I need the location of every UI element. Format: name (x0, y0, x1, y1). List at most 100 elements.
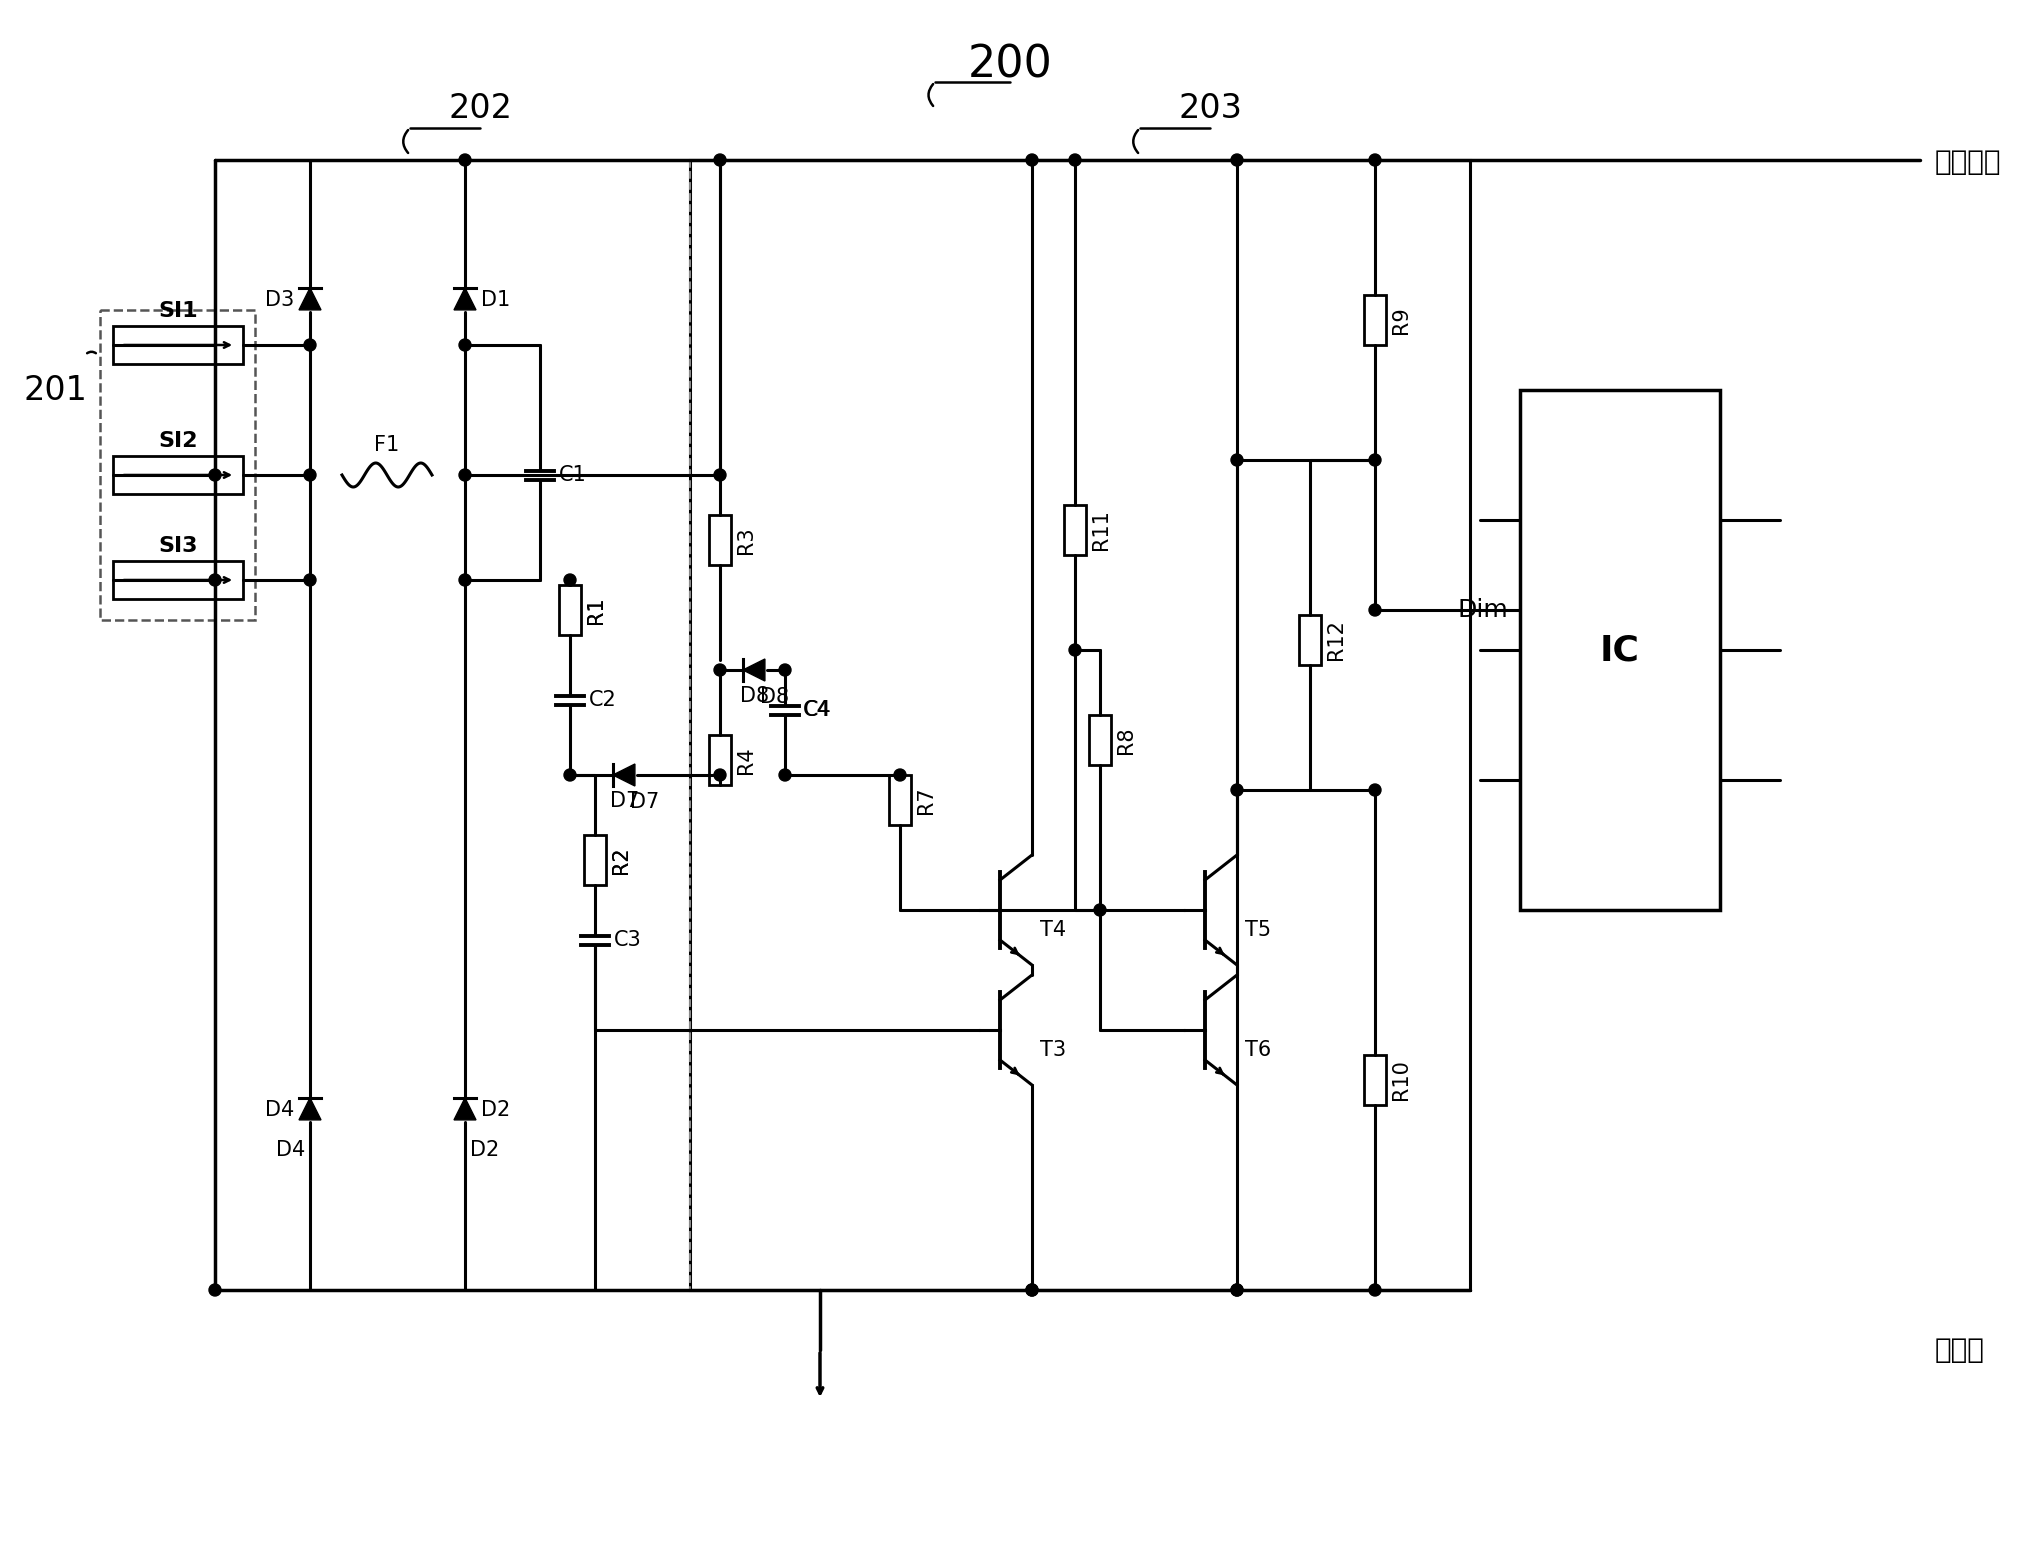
Polygon shape (454, 288, 476, 310)
Circle shape (458, 340, 470, 351)
Bar (114, 326, 243, 365)
Circle shape (1368, 153, 1380, 166)
Text: 电压总线: 电压总线 (1936, 149, 2001, 175)
Circle shape (1368, 604, 1380, 617)
Text: R3: R3 (736, 526, 756, 554)
Text: D4: D4 (266, 1100, 294, 1121)
Bar (215, 160, 1470, 1290)
Circle shape (1230, 784, 1243, 797)
Text: D2: D2 (470, 1139, 499, 1160)
Text: R1: R1 (586, 596, 606, 624)
Circle shape (209, 574, 221, 585)
Text: C1: C1 (559, 465, 586, 485)
Circle shape (1368, 1283, 1380, 1296)
Circle shape (778, 664, 791, 676)
Circle shape (778, 768, 791, 781)
Circle shape (564, 768, 576, 781)
Text: 201: 201 (22, 374, 87, 407)
Circle shape (458, 470, 470, 480)
Text: SI1: SI1 (158, 300, 199, 321)
Circle shape (209, 1283, 221, 1296)
Text: 202: 202 (448, 91, 513, 125)
Bar (890, 775, 910, 825)
Text: C4: C4 (805, 700, 831, 720)
Polygon shape (612, 764, 634, 786)
Circle shape (1368, 454, 1380, 466)
Text: R11: R11 (1091, 510, 1111, 551)
Text: T3: T3 (1040, 1041, 1066, 1060)
Text: IC: IC (1599, 632, 1640, 667)
Circle shape (1068, 645, 1080, 656)
Circle shape (1026, 153, 1038, 166)
Text: R9: R9 (1391, 307, 1411, 333)
Text: D3: D3 (266, 290, 294, 310)
Text: Dim: Dim (1457, 598, 1508, 621)
Circle shape (304, 470, 316, 480)
Polygon shape (300, 288, 320, 310)
Bar (1364, 294, 1386, 344)
Bar (1299, 615, 1322, 665)
Circle shape (714, 768, 726, 781)
Text: T5: T5 (1245, 920, 1271, 941)
Text: R7: R7 (916, 786, 936, 814)
Text: R2: R2 (610, 847, 630, 873)
Bar (689, 160, 1470, 1290)
Bar (1520, 390, 1721, 909)
Circle shape (714, 470, 726, 480)
Circle shape (564, 574, 576, 585)
Text: C4: C4 (803, 700, 831, 720)
Circle shape (1230, 1283, 1243, 1296)
Text: R10: R10 (1391, 1060, 1411, 1100)
Text: D8: D8 (760, 687, 789, 707)
Text: D1: D1 (480, 290, 511, 310)
Circle shape (1095, 905, 1107, 916)
Circle shape (1368, 784, 1380, 797)
Circle shape (894, 768, 906, 781)
Circle shape (1026, 1283, 1038, 1296)
Bar (709, 736, 732, 786)
Bar (1064, 505, 1086, 556)
Circle shape (458, 153, 470, 166)
Circle shape (714, 153, 726, 166)
Polygon shape (454, 1099, 476, 1121)
Text: C2: C2 (590, 690, 616, 711)
Text: 203: 203 (1178, 91, 1243, 125)
Text: D7: D7 (630, 792, 659, 812)
Bar (114, 455, 243, 495)
Circle shape (1026, 1283, 1038, 1296)
Text: D8: D8 (740, 685, 770, 706)
Text: R4: R4 (736, 747, 756, 773)
Text: D7: D7 (610, 790, 641, 811)
Polygon shape (744, 659, 764, 681)
Text: SI3: SI3 (158, 535, 199, 556)
Text: F1: F1 (375, 435, 399, 455)
Text: R1: R1 (586, 596, 606, 624)
Bar (709, 515, 732, 565)
Text: D4: D4 (276, 1139, 304, 1160)
Text: 参考地: 参考地 (1936, 1337, 1984, 1365)
Bar (559, 585, 582, 635)
Bar (1364, 1055, 1386, 1105)
Bar (584, 836, 606, 884)
Circle shape (1230, 153, 1243, 166)
Text: R2: R2 (610, 847, 630, 873)
Bar (114, 560, 243, 599)
Text: C3: C3 (614, 930, 643, 950)
Circle shape (1230, 1283, 1243, 1296)
Polygon shape (300, 1099, 320, 1121)
Circle shape (1230, 454, 1243, 466)
Text: D2: D2 (480, 1100, 511, 1121)
Text: SI2: SI2 (158, 430, 199, 451)
Text: R8: R8 (1117, 726, 1135, 754)
Circle shape (209, 470, 221, 480)
Circle shape (304, 340, 316, 351)
Text: T4: T4 (1040, 920, 1066, 941)
Circle shape (304, 574, 316, 585)
Bar (99, 310, 255, 620)
Text: R12: R12 (1326, 620, 1346, 660)
Circle shape (458, 574, 470, 585)
Text: T6: T6 (1245, 1041, 1271, 1060)
Circle shape (1068, 153, 1080, 166)
Bar (1088, 715, 1111, 765)
Text: 200: 200 (967, 44, 1052, 86)
